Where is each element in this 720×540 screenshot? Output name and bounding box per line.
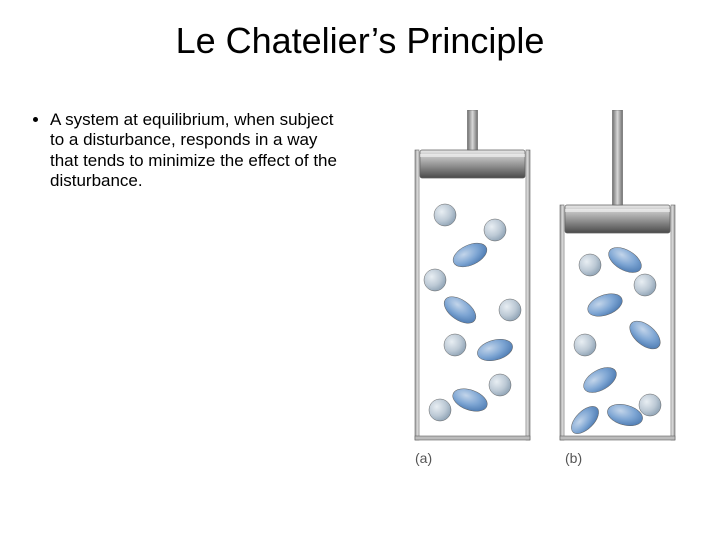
body-text: A system at equilibrium, when subject to… (30, 110, 340, 192)
slide-title: Le Chatelier’s Principle (0, 20, 720, 62)
figure-caption-b: (b) (565, 450, 582, 466)
slide: Le Chatelier’s Principle A system at equ… (0, 0, 720, 540)
bullet-item: A system at equilibrium, when subject to… (50, 110, 340, 192)
figure-caption-a: (a) (415, 450, 432, 466)
piston-figure: (a) (b) (400, 110, 690, 480)
piston-svg (400, 110, 690, 480)
